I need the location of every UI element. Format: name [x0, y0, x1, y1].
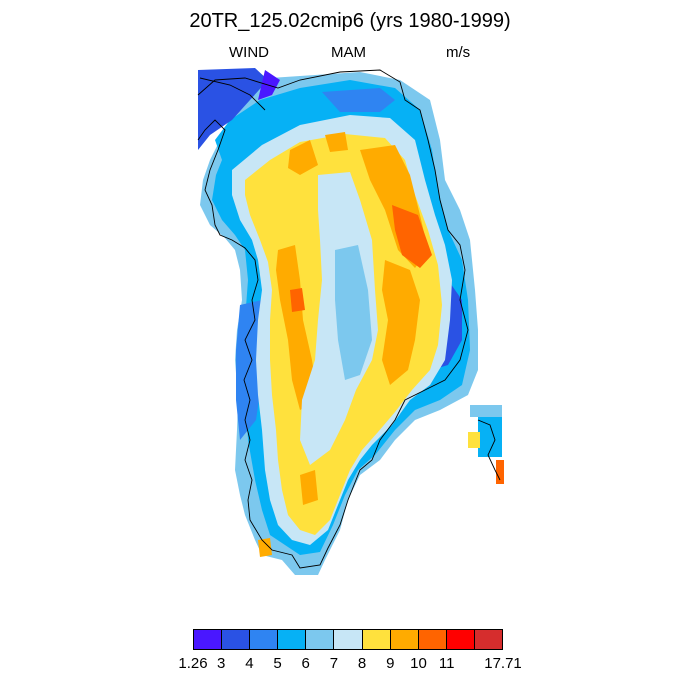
- nw-island-coastline: [199, 77, 266, 111]
- variable-label: WIND: [229, 44, 269, 61]
- north-dark-patch: [322, 88, 395, 112]
- colorbar-box: [474, 630, 503, 649]
- central-dome-blue: [335, 245, 372, 380]
- figure-title: 20TR_125.02cmip6 (yrs 1980-1999): [189, 10, 511, 32]
- colorbar-label: 4: [245, 655, 254, 672]
- colorbar-label: 1.26: [178, 655, 208, 672]
- colorbar-label: 6: [301, 655, 310, 672]
- south-tip-orange: [258, 538, 272, 557]
- colorbar-box: [418, 630, 447, 649]
- north-orange-patch: [288, 140, 318, 175]
- se-island-patch-d: [496, 460, 504, 484]
- colorbar-box: [250, 630, 279, 649]
- se-island-patch-a: [470, 405, 502, 417]
- colorbar-label: 11: [438, 655, 455, 672]
- east-peak: [392, 205, 432, 268]
- se-island-patch-c: [468, 432, 480, 448]
- se-island-coastline: [477, 419, 501, 481]
- west-orange-ridge: [276, 245, 318, 410]
- greenland-coastline: [197, 69, 469, 569]
- colorbar-label: 9: [386, 655, 395, 672]
- colorbar-box: [306, 630, 335, 649]
- nw-dark-patch: [198, 68, 268, 150]
- colorbar-box: [194, 630, 223, 649]
- colorbar-box: [446, 630, 475, 649]
- colorbar-label: 10: [410, 655, 427, 672]
- west-peak: [290, 288, 305, 312]
- colorbar-label: 8: [357, 655, 367, 672]
- colorbar-box: [222, 630, 251, 649]
- colorbar-label: 7: [329, 655, 339, 672]
- season-label: MAM: [331, 44, 366, 61]
- north-orange-small: [325, 132, 348, 152]
- units-label: m/s: [446, 44, 471, 61]
- colorbar-box: [278, 630, 307, 649]
- colorbar-label: 5: [273, 655, 282, 672]
- colorbar-label: 17.71: [484, 655, 522, 672]
- colorbar: [193, 629, 503, 650]
- colorbar-label: 3: [217, 655, 226, 672]
- south-orange-patch: [300, 470, 318, 505]
- colorbar-box: [362, 630, 391, 649]
- colorbar-box: [390, 630, 419, 649]
- colorbar-box: [334, 630, 363, 649]
- east-orange-lower: [382, 260, 420, 385]
